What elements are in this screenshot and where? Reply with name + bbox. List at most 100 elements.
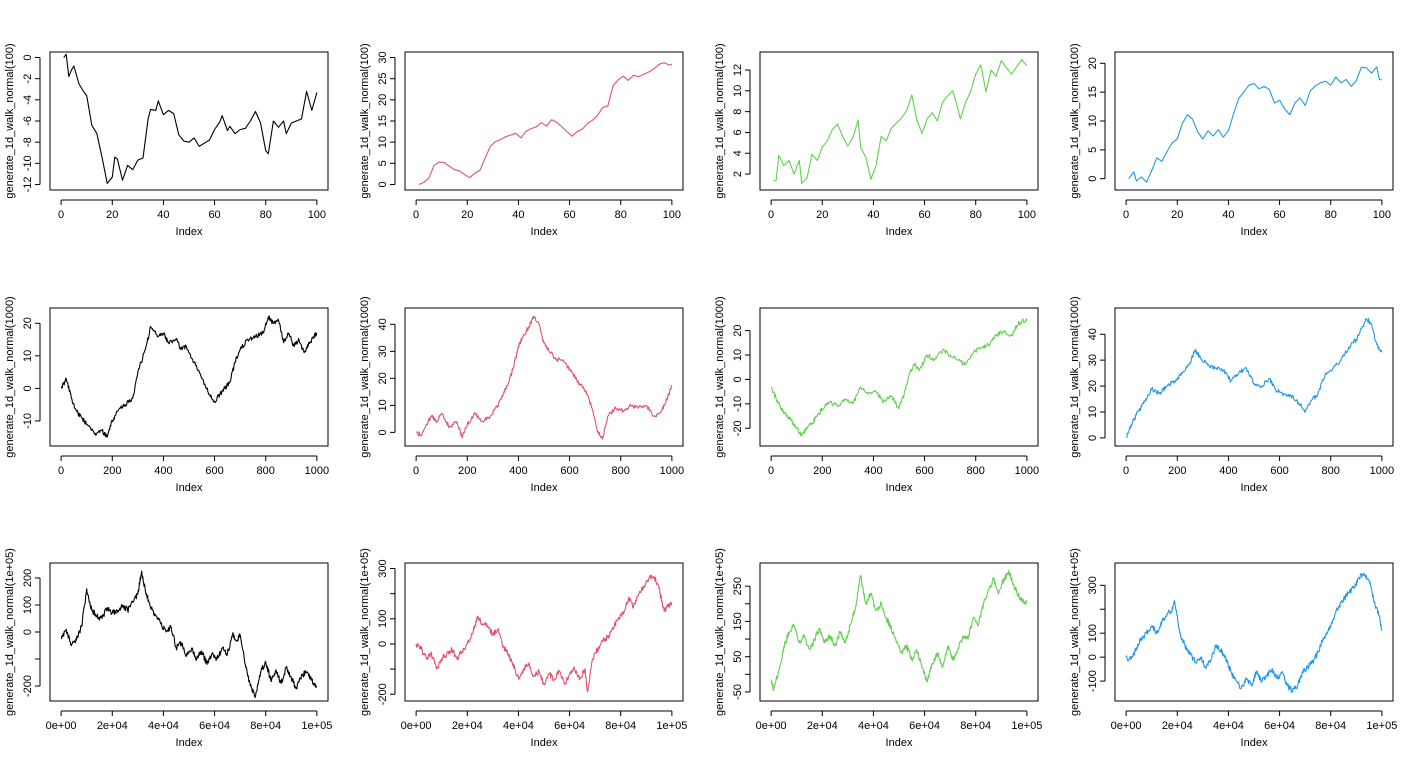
series-line bbox=[1128, 66, 1383, 183]
x-tick-label: 1000 bbox=[1015, 465, 1039, 477]
panel-2-2: 0 200 400 600 800 1000 0 10 20 30 40 Index generate_… bbox=[359, 296, 684, 494]
y-axis-title: generate_1d_walk_normal(100) bbox=[1069, 43, 1081, 198]
x-tick-label: 1e+05 bbox=[656, 720, 687, 732]
series-line bbox=[418, 62, 673, 186]
x-tick-label: 1e+05 bbox=[1366, 720, 1397, 732]
y-tick-label: 2 bbox=[732, 171, 744, 177]
y-tick-label: 20 bbox=[22, 317, 34, 329]
x-tick-label: 0 bbox=[413, 209, 419, 221]
y-axis-title: generate_1d_walk_normal(1e+05) bbox=[714, 548, 726, 716]
x-tick-label: 100 bbox=[663, 209, 681, 221]
x-tick-label: 40 bbox=[1222, 209, 1234, 221]
x-axis-title: Index bbox=[531, 737, 558, 749]
x-axis-title: Index bbox=[886, 226, 913, 238]
y-tick-label: 0 bbox=[22, 54, 34, 60]
y-axis-title: generate_1d_walk_normal(100) bbox=[714, 43, 726, 198]
x-tick-label: 2e+04 bbox=[452, 720, 483, 732]
x-tick-label: 600 bbox=[560, 465, 578, 477]
x-tick-label: 200 bbox=[1168, 465, 1186, 477]
y-tick-label: 10 bbox=[377, 136, 389, 148]
x-tick-label: 40 bbox=[512, 209, 524, 221]
y-tick-label: 0 bbox=[377, 429, 389, 435]
y-tick-label: -100 bbox=[1087, 670, 1099, 692]
x-tick-label: 80 bbox=[1325, 209, 1337, 221]
y-tick-label: 0 bbox=[377, 181, 389, 187]
y-tick-label: 10 bbox=[22, 350, 34, 362]
y-tick-label: 20 bbox=[1087, 380, 1099, 392]
x-tick-label: 60 bbox=[563, 209, 575, 221]
x-tick-label: 6e+04 bbox=[554, 720, 585, 732]
x-tick-label: 100 bbox=[308, 209, 326, 221]
x-tick-label: 600 bbox=[915, 465, 933, 477]
y-tick-label: -10 bbox=[732, 396, 744, 412]
x-tick-label: 8e+04 bbox=[1315, 720, 1346, 732]
y-tick-label: -6 bbox=[22, 116, 34, 126]
x-tick-label: 400 bbox=[154, 465, 172, 477]
x-tick-label: 40 bbox=[867, 209, 879, 221]
x-tick-label: 100 bbox=[1018, 209, 1036, 221]
x-tick-label: 60 bbox=[208, 209, 220, 221]
x-tick-label: 400 bbox=[1219, 465, 1237, 477]
x-tick-label: 6e+04 bbox=[1264, 720, 1295, 732]
y-tick-label: -20 bbox=[732, 420, 744, 436]
x-axis-title: Index bbox=[176, 737, 203, 749]
y-tick-label: 4 bbox=[732, 150, 744, 156]
x-tick-label: 400 bbox=[864, 465, 882, 477]
y-tick-label: 15 bbox=[377, 115, 389, 127]
y-tick-label: 30 bbox=[377, 345, 389, 357]
series-line bbox=[770, 569, 1028, 691]
panel-3-3: 0e+00 2e+04 4e+04 6e+04 8e+04 1e+05 -50 50 150 25… bbox=[714, 548, 1042, 749]
series-line bbox=[60, 570, 318, 698]
panel-1-1: 0 20 40 60 80 100 -12 -10 -8 -6 -4 -2 0 Index generate… bbox=[4, 43, 329, 238]
y-tick-label: 40 bbox=[377, 318, 389, 330]
y-tick-label: 0 bbox=[377, 641, 389, 647]
x-tick-label: 20 bbox=[816, 209, 828, 221]
y-tick-label: 0 bbox=[22, 385, 34, 391]
panel-1-4: 0 20 40 60 80 100 0 5 10 15 20 Index generate_1d_wal… bbox=[1069, 43, 1394, 238]
plot-box bbox=[759, 562, 1039, 702]
x-tick-label: 800 bbox=[1322, 465, 1340, 477]
y-tick-label: 50 bbox=[732, 651, 744, 663]
plot-box bbox=[1114, 562, 1394, 702]
y-axis-title: generate_1d_walk_normal(1000) bbox=[714, 296, 726, 457]
x-axis-title: Index bbox=[886, 482, 913, 494]
y-tick-label: 300 bbox=[377, 559, 389, 577]
y-tick-label: 10 bbox=[1087, 115, 1099, 127]
y-tick-label: -4 bbox=[22, 95, 34, 105]
y-tick-label: 40 bbox=[1087, 328, 1099, 340]
y-tick-label: 10 bbox=[377, 399, 389, 411]
x-tick-label: 1000 bbox=[1370, 465, 1394, 477]
x-tick-label: 800 bbox=[612, 465, 630, 477]
y-tick-label: 20 bbox=[377, 94, 389, 106]
x-tick-label: 20 bbox=[461, 209, 473, 221]
x-tick-label: 0 bbox=[58, 209, 64, 221]
x-tick-label: 100 bbox=[1373, 209, 1391, 221]
x-tick-label: 0 bbox=[1123, 465, 1129, 477]
y-axis-title: generate_1d_walk_normal(1000) bbox=[1069, 296, 1081, 457]
series-line bbox=[1126, 317, 1383, 439]
panel-1-3: 0 20 40 60 80 100 2 4 6 8 10 12 Index generate_1d_wal… bbox=[714, 43, 1039, 238]
x-tick-label: 60 bbox=[918, 209, 930, 221]
plot-box bbox=[1114, 307, 1394, 447]
y-tick-label: -200 bbox=[377, 683, 389, 705]
x-tick-label: 8e+04 bbox=[250, 720, 281, 732]
x-tick-label: 0e+00 bbox=[401, 720, 432, 732]
x-axis-title: Index bbox=[531, 226, 558, 238]
x-tick-label: 0 bbox=[768, 209, 774, 221]
y-axis-title: generate_1d_walk_normal(100) bbox=[359, 43, 371, 198]
plot-box bbox=[404, 51, 684, 191]
series-line bbox=[60, 315, 318, 438]
y-tick-label: 25 bbox=[377, 73, 389, 85]
y-tick-label: 10 bbox=[1087, 406, 1099, 418]
x-tick-label: 1000 bbox=[305, 465, 329, 477]
x-tick-label: 80 bbox=[615, 209, 627, 221]
y-tick-label: 30 bbox=[1087, 354, 1099, 366]
series-line bbox=[416, 315, 673, 440]
y-tick-label: 8 bbox=[732, 109, 744, 115]
x-tick-label: 4e+04 bbox=[503, 720, 534, 732]
x-tick-label: 600 bbox=[205, 465, 223, 477]
series-line bbox=[415, 574, 673, 693]
panel-3-1: 0e+00 2e+04 4e+04 6e+04 8e+04 1e+05 -200 0 100 20… bbox=[4, 548, 332, 749]
y-axis-title: generate_1d_walk_normal(1000) bbox=[4, 296, 16, 457]
panel-3-4: 0e+00 2e+04 4e+04 6e+04 8e+04 1e+05 -100 0 100 30… bbox=[1069, 548, 1397, 749]
